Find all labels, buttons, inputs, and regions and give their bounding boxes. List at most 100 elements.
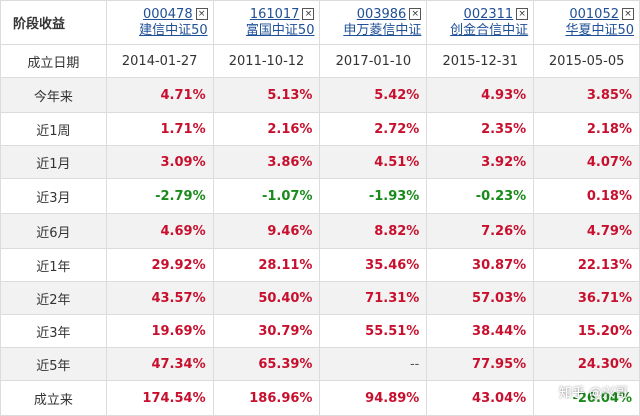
table-row: 近3年 19.69% 30.79% 55.51% 38.44% 15.20% — [0, 314, 640, 348]
fund-name-link[interactable]: 申万菱信中证 — [343, 22, 422, 38]
row-label: 近3年 — [0, 314, 107, 348]
return-value-cell: 174.54% — [105, 380, 214, 416]
return-value-cell: 47.34% — [105, 347, 214, 381]
return-value-cell: -- — [319, 347, 428, 381]
return-value-cell: 7.26% — [426, 213, 535, 249]
return-value-cell: 28.11% — [212, 248, 321, 282]
close-icon[interactable]: × — [409, 7, 422, 20]
inception-date-cell: 2014-01-27 — [105, 44, 214, 78]
return-value-cell: 4.69% — [105, 213, 214, 249]
table-row: 近2年 43.57% 50.40% 71.31% 57.03% 36.71% — [0, 281, 640, 315]
close-icon[interactable]: × — [195, 7, 208, 20]
return-value-cell: 4.79% — [533, 213, 640, 249]
return-value-cell: 3.85% — [533, 77, 640, 113]
return-value-cell: 35.46% — [319, 248, 428, 282]
stage-returns-header: 阶段收益 — [0, 0, 107, 45]
fund-header-2: 161017 × 富国中证50 — [212, 0, 321, 45]
return-value-cell: 4.93% — [426, 77, 535, 113]
table-row: 近1月 3.09% 3.86% 4.51% 3.92% 4.07% — [0, 145, 640, 179]
table-body: 成立日期 2014-01-27 2011-10-12 2017-01-10 2015-1… — [0, 44, 640, 416]
row-label: 今年来 — [0, 77, 107, 113]
return-value-cell: 94.89% — [319, 380, 428, 416]
row-label: 成立来 — [0, 380, 107, 416]
inception-date-cell: 2015-05-05 — [533, 44, 640, 78]
return-value-cell: 43.04% — [426, 380, 535, 416]
table-row: 近1年 29.92% 28.11% 35.46% 30.87% 22.13% — [0, 248, 640, 282]
fund-code-link[interactable]: 002311 — [463, 6, 514, 22]
fund-code-link[interactable]: 001052 — [569, 6, 619, 22]
return-value-cell: 38.44% — [426, 314, 535, 348]
row-label: 近1月 — [0, 145, 107, 179]
return-value-cell: 22.13% — [533, 248, 640, 282]
return-value-cell: 30.79% — [212, 314, 321, 348]
row-label: 近1年 — [0, 248, 107, 282]
row-label: 近2年 — [0, 281, 107, 315]
return-value-cell: 15.20% — [533, 314, 640, 348]
row-label: 成立日期 — [0, 44, 107, 78]
table-row: 今年来 4.71% 5.13% 5.42% 4.93% 3.85% — [0, 77, 640, 113]
table-row: 成立来 174.54% 186.96% 94.89% 43.04% -26.04% — [0, 380, 640, 416]
inception-date-cell: 2011-10-12 — [212, 44, 321, 78]
row-label: 近1周 — [0, 112, 107, 146]
return-value-cell: 2.72% — [319, 112, 428, 146]
return-value-cell: 55.51% — [319, 314, 428, 348]
table-header-row: 阶段收益 000478 × 建信中证50 161017 × 富国中证50 00398… — [0, 0, 640, 45]
return-value-cell: 2.35% — [426, 112, 535, 146]
row-label: 近6月 — [0, 213, 107, 249]
return-value-cell: 9.46% — [212, 213, 321, 249]
return-value-cell: 36.71% — [533, 281, 640, 315]
fund-name-link[interactable]: 建信中证50 — [139, 22, 208, 38]
row-label: 近5年 — [0, 347, 107, 381]
return-value-cell: 30.87% — [426, 248, 535, 282]
return-value-cell: 3.09% — [105, 145, 214, 179]
return-value-cell: 19.69% — [105, 314, 214, 348]
return-value-cell: 57.03% — [426, 281, 535, 315]
return-value-cell: 4.51% — [319, 145, 428, 179]
return-value-cell: -1.93% — [319, 178, 428, 214]
return-value-cell: 77.95% — [426, 347, 535, 381]
return-value-cell: -1.07% — [212, 178, 321, 214]
close-icon[interactable]: × — [516, 7, 529, 20]
table-row: 近5年 47.34% 65.39% -- 77.95% 24.30% — [0, 347, 640, 381]
fund-header-3: 003986 × 申万菱信中证 — [319, 0, 428, 45]
return-value-cell: 65.39% — [212, 347, 321, 381]
fund-name-link[interactable]: 创金合信中证 — [450, 22, 529, 38]
inception-date-cell: 2015-12-31 — [426, 44, 535, 78]
return-value-cell: 0.18% — [533, 178, 640, 214]
close-icon[interactable]: × — [622, 7, 634, 20]
inception-date-cell: 2017-01-10 — [319, 44, 428, 78]
return-value-cell: 4.71% — [105, 77, 214, 113]
fund-code-link[interactable]: 000478 — [142, 6, 193, 22]
table-row: 近1周 1.71% 2.16% 2.72% 2.35% 2.18% — [0, 112, 640, 146]
fund-name-link[interactable]: 富国中证50 — [245, 22, 315, 38]
fund-header-1: 000478 × 建信中证50 — [105, 0, 214, 45]
return-value-cell: 71.31% — [319, 281, 428, 315]
return-value-cell: 24.30% — [533, 347, 640, 381]
fund-header-5: 001052 × 华夏中证50 — [533, 0, 640, 45]
return-value-cell: 2.16% — [212, 112, 321, 146]
return-value-cell: 2.18% — [533, 112, 640, 146]
return-value-cell: -2.79% — [105, 178, 214, 214]
fund-code-link[interactable]: 003986 — [356, 6, 407, 22]
date-row: 成立日期 2014-01-27 2011-10-12 2017-01-10 2015-1… — [0, 44, 640, 78]
return-value-cell: -26.04% — [533, 380, 640, 416]
fund-name-link[interactable]: 华夏中证50 — [565, 22, 634, 38]
return-value-cell: 50.40% — [212, 281, 321, 315]
return-value-cell: 3.86% — [212, 145, 321, 179]
return-value-cell: 29.92% — [105, 248, 214, 282]
row-label: 近3月 — [0, 178, 107, 214]
return-value-cell: 4.07% — [533, 145, 640, 179]
return-value-cell: 186.96% — [212, 380, 321, 416]
return-value-cell: 5.42% — [319, 77, 428, 113]
table-row: 近3月 -2.79% -1.07% -1.93% -0.23% 0.18% — [0, 178, 640, 214]
return-value-cell: -0.23% — [426, 178, 535, 214]
fund-header-4: 002311 × 创金合信中证 — [426, 0, 535, 45]
return-value-cell: 43.57% — [105, 281, 214, 315]
return-value-cell: 8.82% — [319, 213, 428, 249]
return-value-cell: 3.92% — [426, 145, 535, 179]
table-row: 近6月 4.69% 9.46% 8.82% 7.26% 4.79% — [0, 213, 640, 249]
return-value-cell: 1.71% — [105, 112, 214, 146]
fund-code-link[interactable]: 161017 — [249, 6, 300, 22]
close-icon[interactable]: × — [302, 7, 315, 20]
